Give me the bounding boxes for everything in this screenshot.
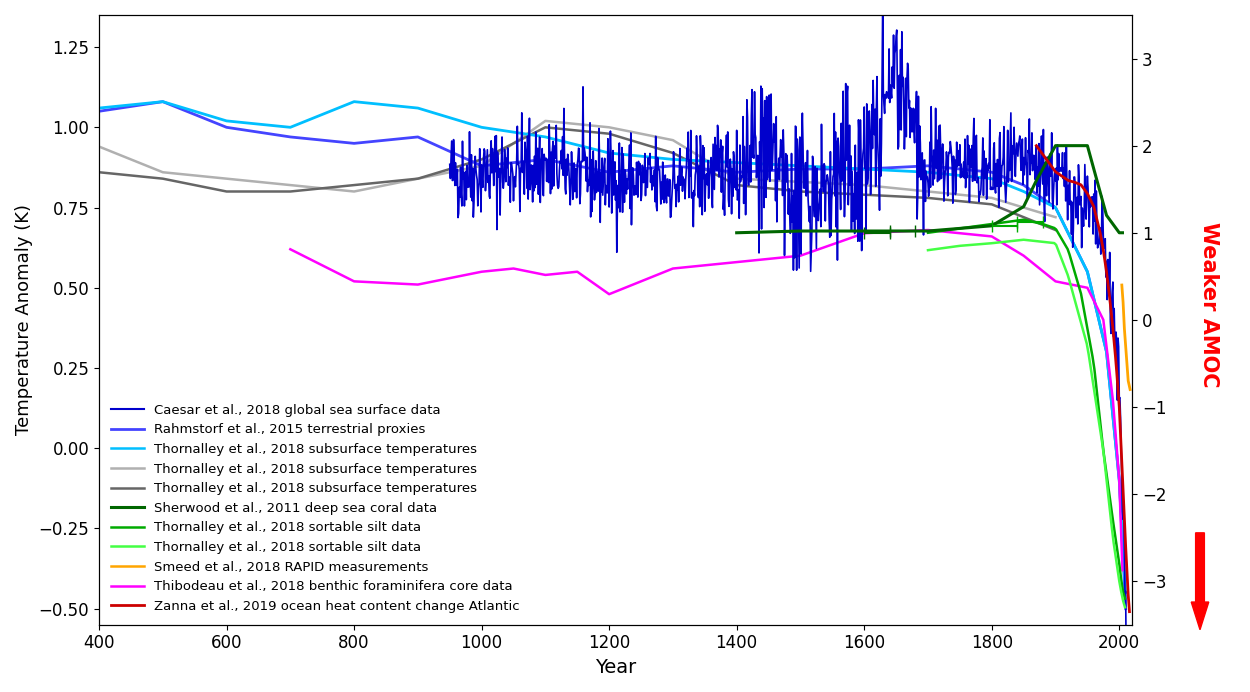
- Y-axis label: Temperature Anomaly (K): Temperature Anomaly (K): [15, 204, 32, 435]
- X-axis label: Year: Year: [595, 658, 636, 677]
- Text: Weaker AMOC: Weaker AMOC: [1199, 221, 1219, 388]
- Legend: Caesar et al., 2018 global sea surface data, Rahmstorf et al., 2015 terrestrial : Caesar et al., 2018 global sea surface d…: [106, 399, 525, 618]
